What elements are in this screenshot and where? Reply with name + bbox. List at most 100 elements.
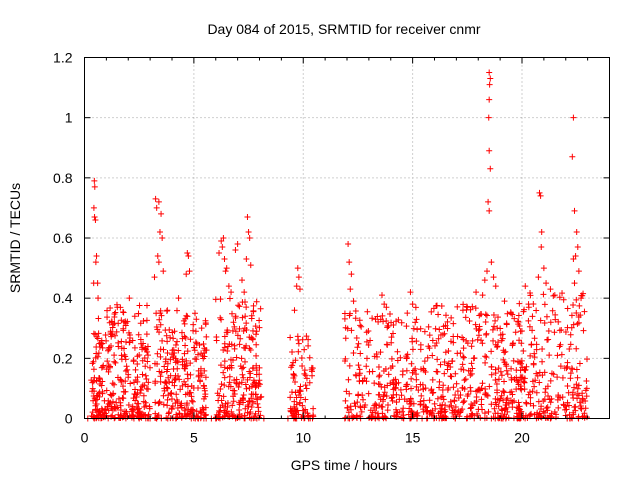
data-point — [412, 411, 419, 418]
data-point — [407, 289, 414, 296]
data-point — [122, 378, 129, 385]
data-point — [499, 407, 506, 414]
data-point — [197, 378, 204, 385]
data-point — [246, 334, 253, 341]
data-point — [187, 360, 194, 367]
data-point — [447, 373, 454, 380]
data-point — [502, 348, 509, 355]
data-point — [160, 392, 167, 399]
data-point — [237, 335, 244, 342]
data-point — [221, 333, 228, 340]
data-point — [91, 183, 98, 190]
data-point — [554, 374, 561, 381]
data-point — [249, 365, 256, 372]
data-point — [173, 391, 180, 398]
data-point — [236, 303, 243, 310]
data-point — [571, 404, 578, 411]
data-point — [228, 289, 235, 296]
data-point — [159, 337, 166, 344]
data-point — [571, 207, 578, 214]
data-point — [560, 402, 567, 409]
data-point — [142, 363, 149, 370]
data-point — [425, 343, 432, 350]
y-tick-label: 1 — [65, 110, 73, 126]
data-point — [576, 302, 583, 309]
data-point — [157, 307, 164, 314]
data-point — [403, 398, 410, 405]
data-point — [536, 410, 543, 417]
data-point — [448, 314, 455, 321]
data-point — [90, 397, 97, 404]
data-point — [244, 409, 251, 416]
data-point — [146, 364, 153, 371]
data-point — [484, 392, 491, 399]
data-point — [91, 213, 98, 220]
data-point — [195, 351, 202, 358]
data-point — [513, 386, 520, 393]
data-point — [182, 363, 189, 370]
data-point — [413, 376, 420, 383]
data-point — [371, 380, 378, 387]
data-point — [441, 406, 448, 413]
data-point — [388, 339, 395, 346]
data-point — [382, 366, 389, 373]
data-point — [169, 379, 176, 386]
data-point — [144, 358, 151, 365]
data-point — [516, 337, 523, 344]
data-point — [145, 379, 152, 386]
data-point — [525, 317, 532, 324]
data-point — [295, 274, 302, 281]
data-point — [186, 389, 193, 396]
data-point — [366, 368, 373, 375]
data-point — [375, 391, 382, 398]
data-point — [537, 317, 544, 324]
data-point — [371, 353, 378, 360]
data-point — [346, 312, 353, 319]
data-point — [174, 338, 181, 345]
data-point — [219, 244, 226, 251]
data-point — [498, 337, 505, 344]
data-point — [451, 407, 458, 414]
data-point — [122, 367, 129, 374]
data-point — [354, 344, 361, 351]
data-point — [394, 348, 401, 355]
data-point — [351, 400, 358, 407]
data-point — [415, 387, 422, 394]
data-point — [89, 388, 96, 395]
data-point — [224, 347, 231, 354]
data-point — [239, 394, 246, 401]
data-point — [408, 360, 415, 367]
data-point — [510, 357, 517, 364]
data-point — [489, 326, 496, 333]
data-point — [547, 377, 554, 384]
data-point — [556, 327, 563, 334]
data-point — [492, 376, 499, 383]
data-point — [143, 376, 150, 383]
data-point — [145, 411, 152, 418]
data-point — [214, 390, 221, 397]
data-point — [294, 265, 301, 272]
data-point — [549, 307, 556, 314]
data-point — [519, 364, 526, 371]
data-point — [505, 400, 512, 407]
data-point — [293, 283, 300, 290]
data-point — [440, 382, 447, 389]
data-point — [152, 410, 159, 417]
data-point — [256, 324, 263, 331]
data-point — [474, 336, 481, 343]
data-point — [144, 348, 151, 355]
data-point — [142, 372, 149, 379]
data-point — [533, 346, 540, 353]
data-point — [577, 312, 584, 319]
data-point — [485, 408, 492, 415]
data-point — [495, 339, 502, 346]
data-point — [525, 301, 532, 308]
data-point — [503, 320, 510, 327]
data-point — [488, 371, 495, 378]
data-point — [94, 406, 101, 413]
data-point — [409, 346, 416, 353]
data-point — [518, 360, 525, 367]
data-point — [508, 365, 515, 372]
data-point — [166, 378, 173, 385]
data-point — [201, 411, 208, 418]
